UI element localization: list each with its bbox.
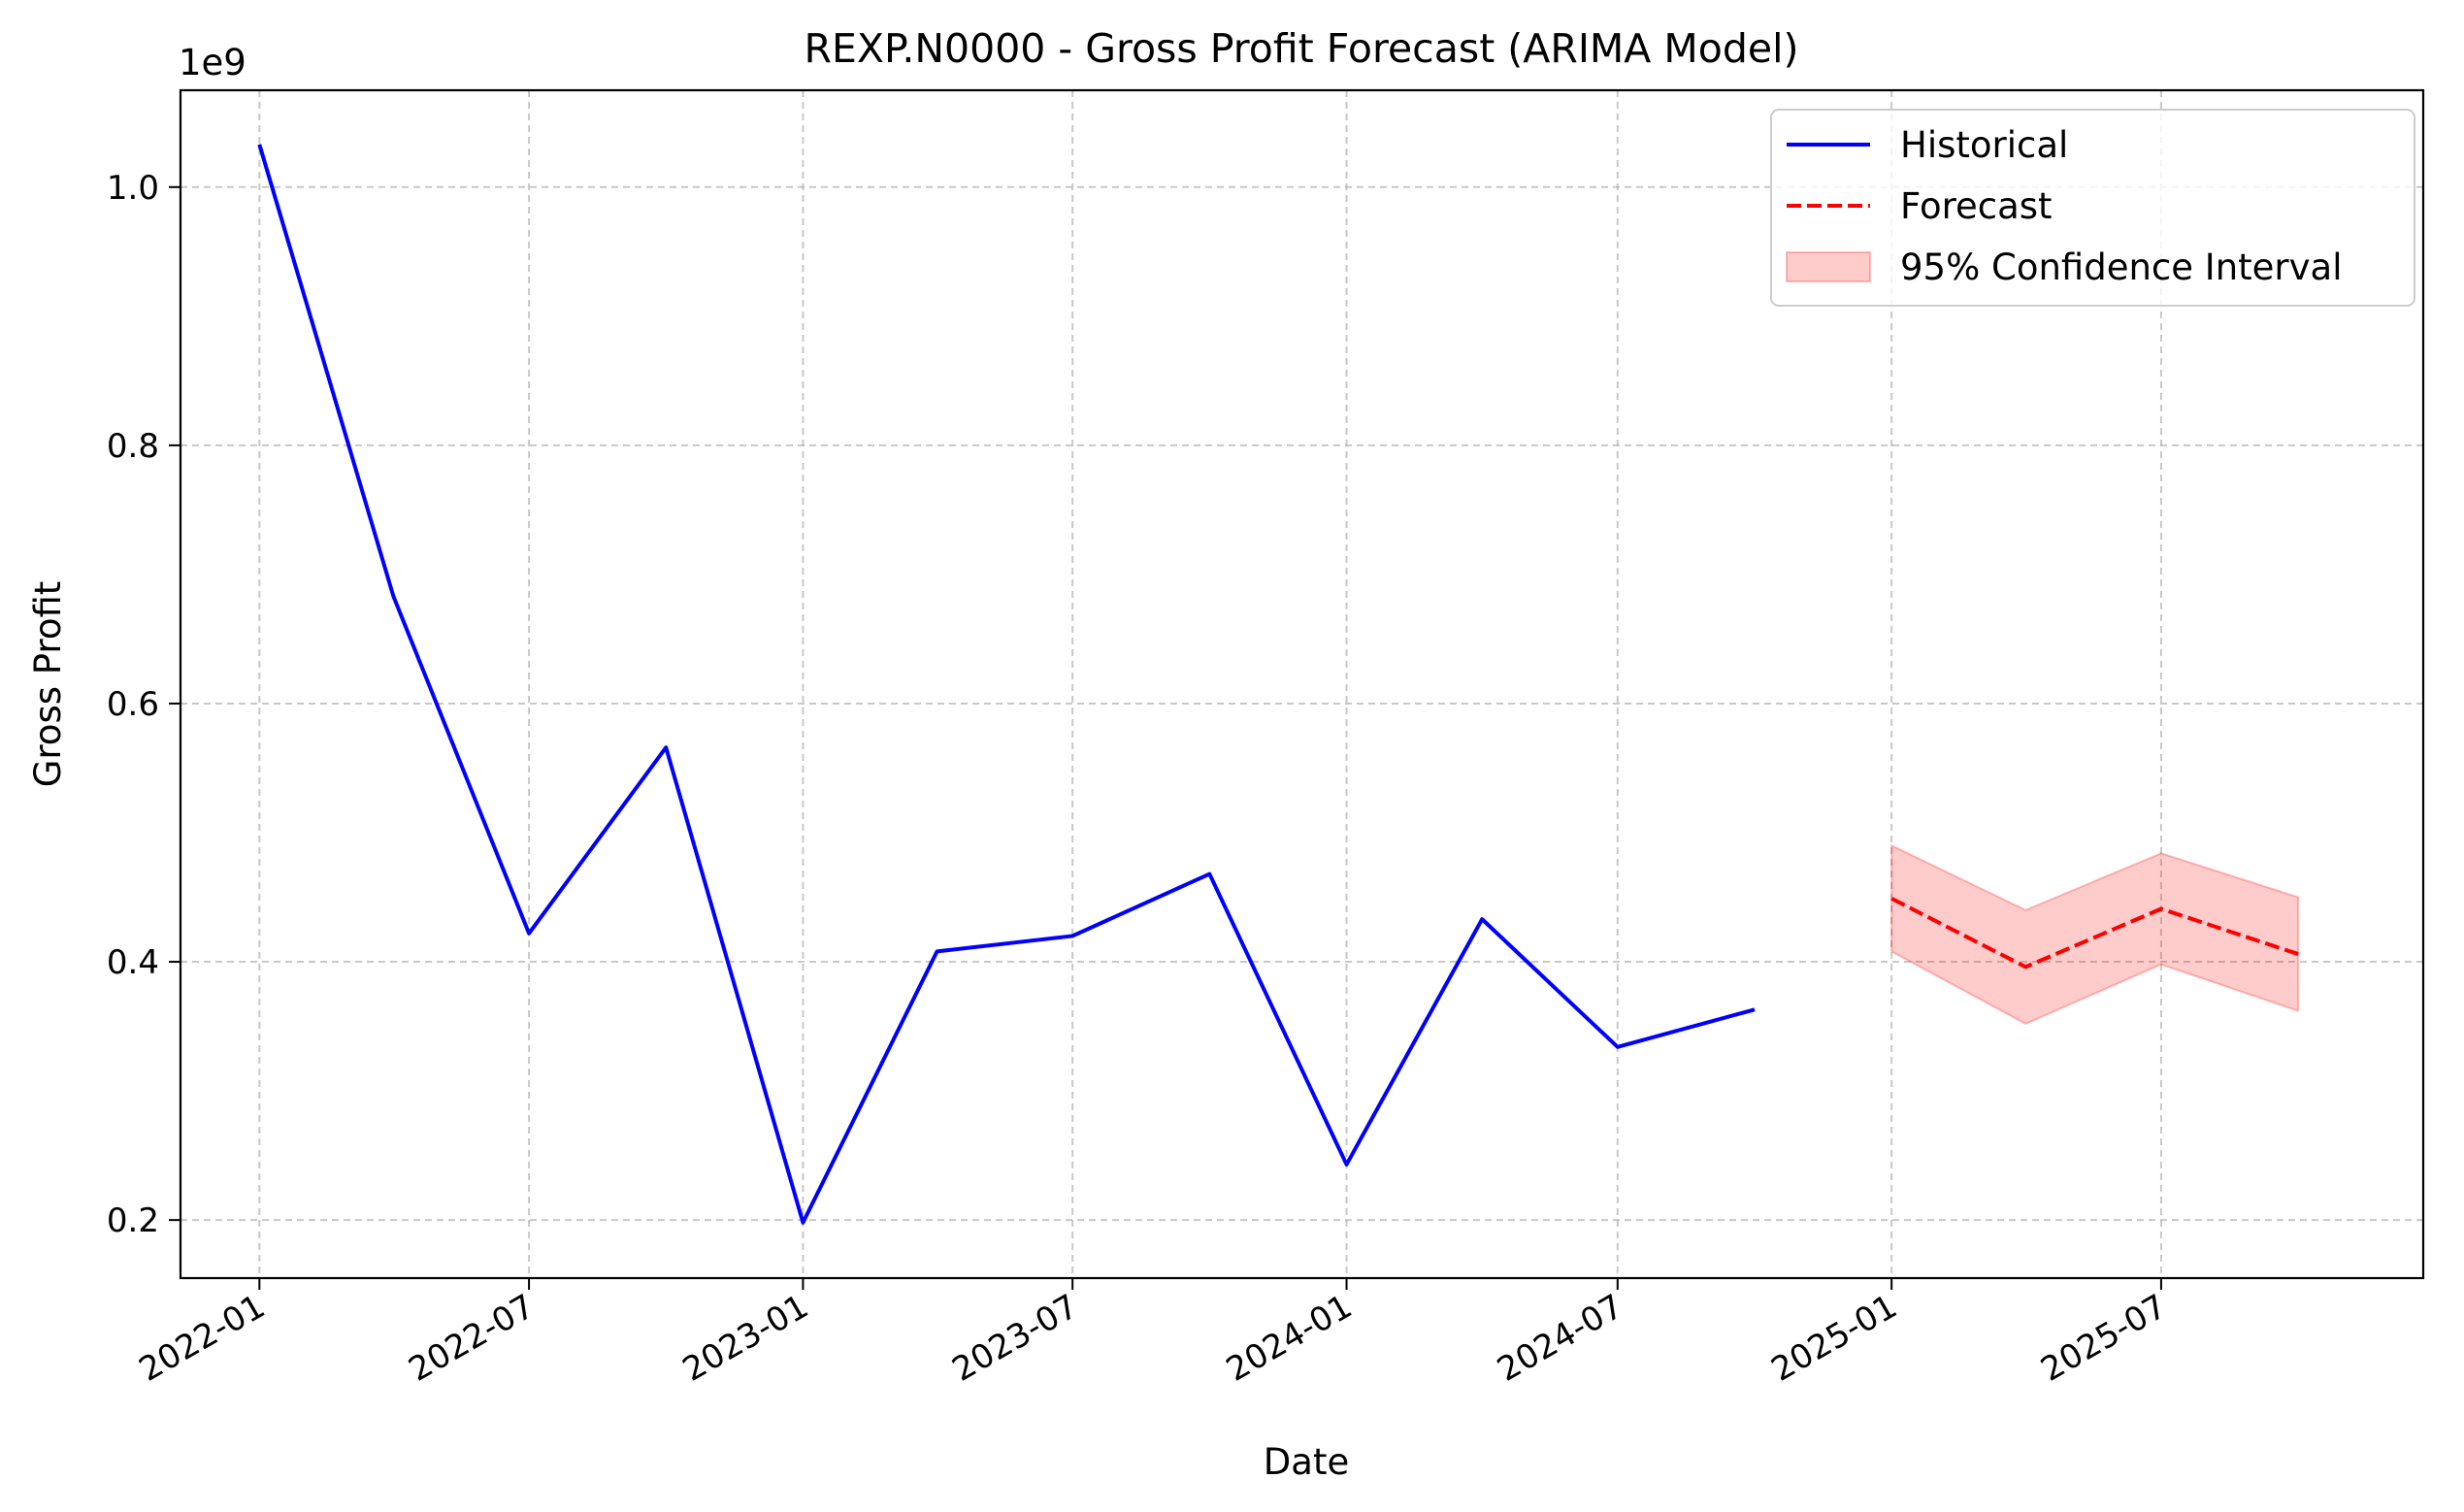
x-tick-label: 2024-01 [1220, 1287, 1359, 1390]
legend-historical-label: Historical [1900, 124, 2068, 166]
x-tick-label: 2025-07 [2034, 1287, 2173, 1390]
y-tick-label: 0.6 [107, 685, 159, 724]
confidence-interval-band [1890, 843, 2300, 1026]
y-tick-label: 1.0 [107, 169, 159, 208]
y-axis-label: Gross Profit [27, 581, 69, 788]
x-tick-label: 2025-01 [1765, 1287, 1904, 1390]
confidence-band-layer [1890, 843, 2300, 1026]
x-tick-label: 2023-01 [676, 1287, 815, 1390]
x-axis-ticks: 2022-01 2022-07 2023-01 2023-07 2024-01 2024-… [133, 1278, 2173, 1390]
y-tick-label: 0.2 [107, 1201, 159, 1240]
plot-frame [179, 88, 2425, 1280]
legend-confidence-label: 95% Confidence Interval [1900, 247, 2343, 288]
x-axis-label: Date [1264, 1441, 1349, 1483]
y-axis-ticks: 0.2 0.4 0.6 0.8 1.0 [107, 169, 181, 1240]
y-tick-label: 0.8 [107, 427, 159, 466]
legend: Historical Forecast 95% Confidence Inter… [1770, 109, 2415, 307]
x-tick-label: 2022-07 [403, 1287, 542, 1390]
chart-title: REXP.N0000 - Gross Profit Forecast (ARIM… [805, 25, 1799, 72]
legend-box [1770, 109, 2415, 307]
y-axis-scale-label: 1e9 [179, 42, 246, 83]
historical-series-line [257, 144, 1756, 1225]
y-tick-label: 0.4 [107, 943, 159, 982]
forecast-series-line [1890, 897, 2299, 970]
x-tick-label: 2024-07 [1491, 1287, 1629, 1390]
x-tick-label: 2022-01 [133, 1287, 272, 1390]
x-tick-label: 2023-07 [946, 1287, 1085, 1390]
legend-confidence-swatch [1786, 251, 1871, 282]
legend-forecast-label: Forecast [1900, 185, 2053, 227]
series-layer [257, 144, 2299, 1225]
